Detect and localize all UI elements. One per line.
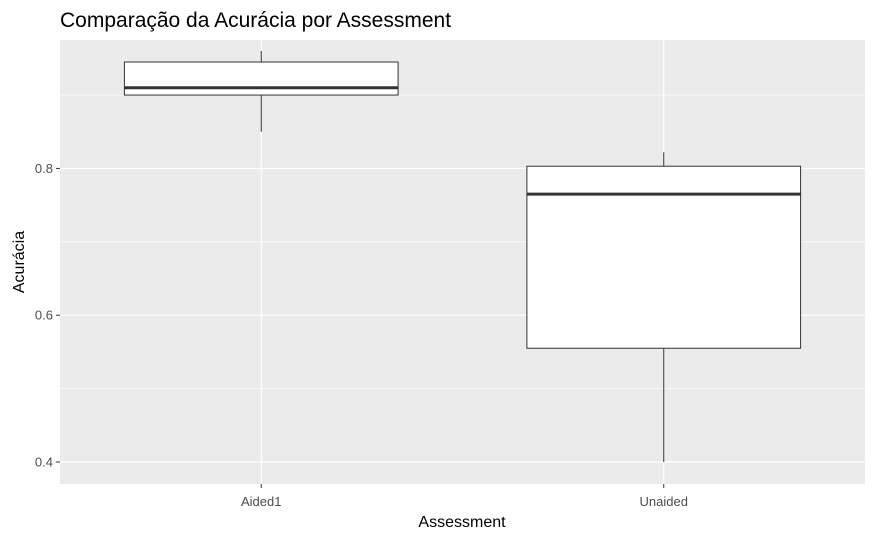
- boxes: [123, 51, 802, 462]
- box-aided1: [123, 51, 399, 132]
- box-iqr: [123, 61, 399, 96]
- y-tick-label: 0.6: [35, 308, 53, 323]
- x-axis-title: Assessment: [418, 514, 506, 531]
- y-tick-label: 0.8: [35, 161, 53, 176]
- y-axis-ticks: 0.4 0.6 0.8: [35, 161, 60, 469]
- box-unaided: [526, 152, 802, 462]
- x-tick-label: Aided1: [241, 494, 281, 509]
- chart-title: Comparação da Acurácia por Assessment: [60, 9, 451, 32]
- x-axis-ticks: Aided1 Unaided: [241, 484, 688, 509]
- x-tick-label: Unaided: [640, 494, 688, 509]
- y-tick-label: 0.4: [35, 454, 53, 469]
- box-iqr: [526, 165, 802, 349]
- y-axis-title: Acurácia: [11, 231, 28, 293]
